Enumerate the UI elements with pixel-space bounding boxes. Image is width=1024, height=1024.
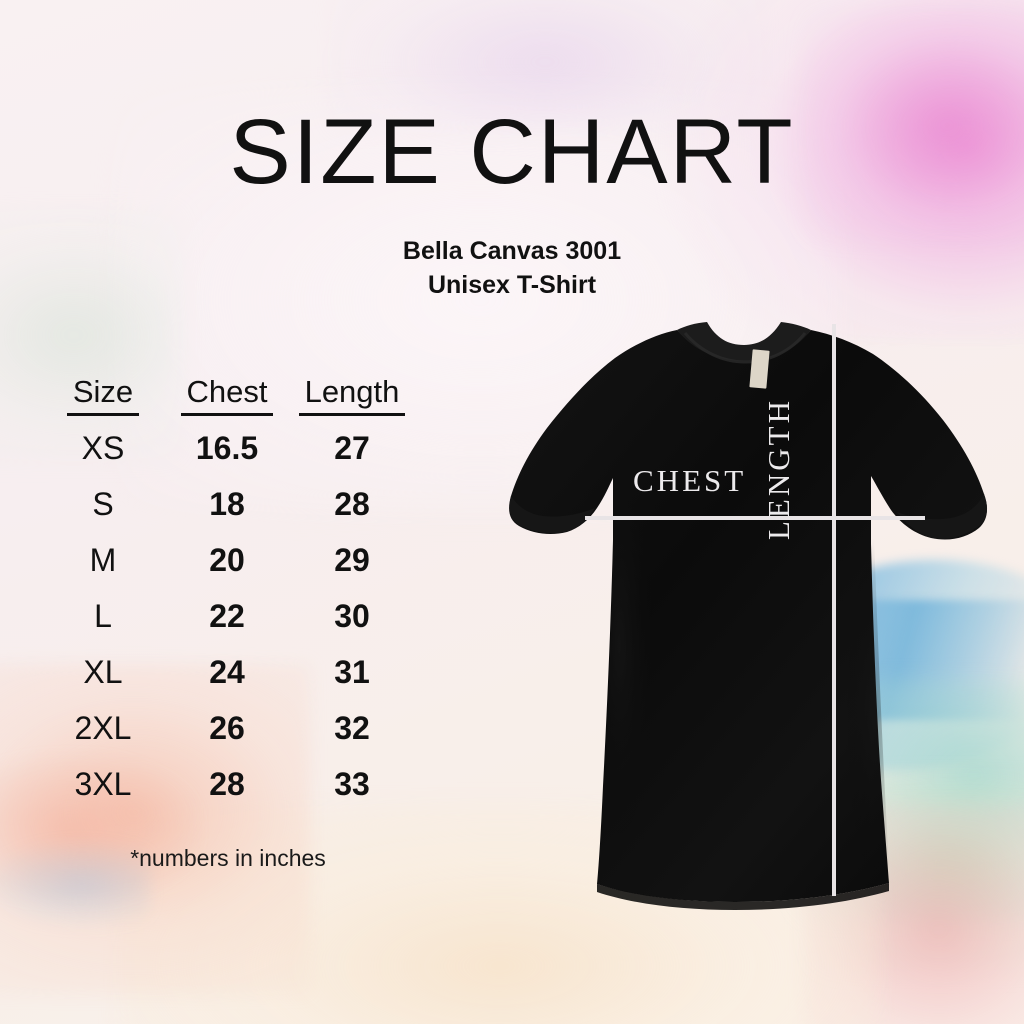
cell-size: L <box>94 597 112 634</box>
tshirt-illustration: CHEST LENGTH <box>485 300 1015 915</box>
chest-measure-line <box>585 516 925 520</box>
cell-chest: 22 <box>209 597 245 634</box>
cell-size: XS <box>81 429 125 466</box>
cell-length: 32 <box>334 709 370 746</box>
cell-chest: 24 <box>209 653 245 690</box>
tshirt-cuff-left <box>509 496 595 534</box>
column-header-chest: Chest <box>168 374 286 420</box>
cell-length: 30 <box>334 597 370 634</box>
table-row: M 20 29 <box>38 532 418 588</box>
column-header-length: Length <box>286 374 418 420</box>
subtitle-product: Bella Canvas 3001 <box>402 237 622 265</box>
tshirt-body <box>509 330 987 902</box>
cell-length: 31 <box>334 653 370 690</box>
cell-size: M <box>89 541 117 578</box>
cell-chest: 16.5 <box>195 429 259 466</box>
cell-chest: 18 <box>209 485 245 522</box>
cell-chest: 28 <box>209 765 245 802</box>
table-row: 2XL 26 32 <box>38 700 418 756</box>
cell-chest: 26 <box>209 709 245 746</box>
cell-length: 33 <box>334 765 370 802</box>
cell-chest: 20 <box>209 541 245 578</box>
cell-size: S <box>92 485 114 522</box>
care-label <box>749 349 770 389</box>
table-row: XL 24 31 <box>38 644 418 700</box>
page-title: SIZE CHART <box>229 101 795 203</box>
tshirt-cuff-right <box>897 494 988 539</box>
table-row: 3XL 28 33 <box>38 756 418 812</box>
cell-length: 27 <box>334 429 370 466</box>
units-note: *numbers in inches <box>130 845 326 871</box>
cell-length: 28 <box>334 485 370 522</box>
table-row: L 22 30 <box>38 588 418 644</box>
table-row: S 18 28 <box>38 476 418 532</box>
tshirt-icon <box>509 322 988 910</box>
chest-measure-label: CHEST <box>633 463 747 498</box>
page-subtitle: Bella Canvas 3001 Unisex T-Shirt <box>0 234 1024 302</box>
table-header-row: Size Chest Length <box>38 374 418 420</box>
column-header-size: Size <box>38 374 168 420</box>
table-row: XS 16.5 27 <box>38 420 418 476</box>
cell-length: 29 <box>334 541 370 578</box>
subtitle-garment: Unisex T-Shirt <box>427 271 597 299</box>
size-table: Size Chest Length XS 16.5 27 S 18 28 M 2… <box>38 374 418 812</box>
cell-size: 3XL <box>74 765 132 802</box>
cell-size: 2XL <box>74 709 132 746</box>
tshirt-collar <box>677 322 811 361</box>
cell-size: XL <box>83 653 123 690</box>
length-measure-label: LENGTH <box>761 398 796 540</box>
length-measure-line <box>832 324 836 896</box>
